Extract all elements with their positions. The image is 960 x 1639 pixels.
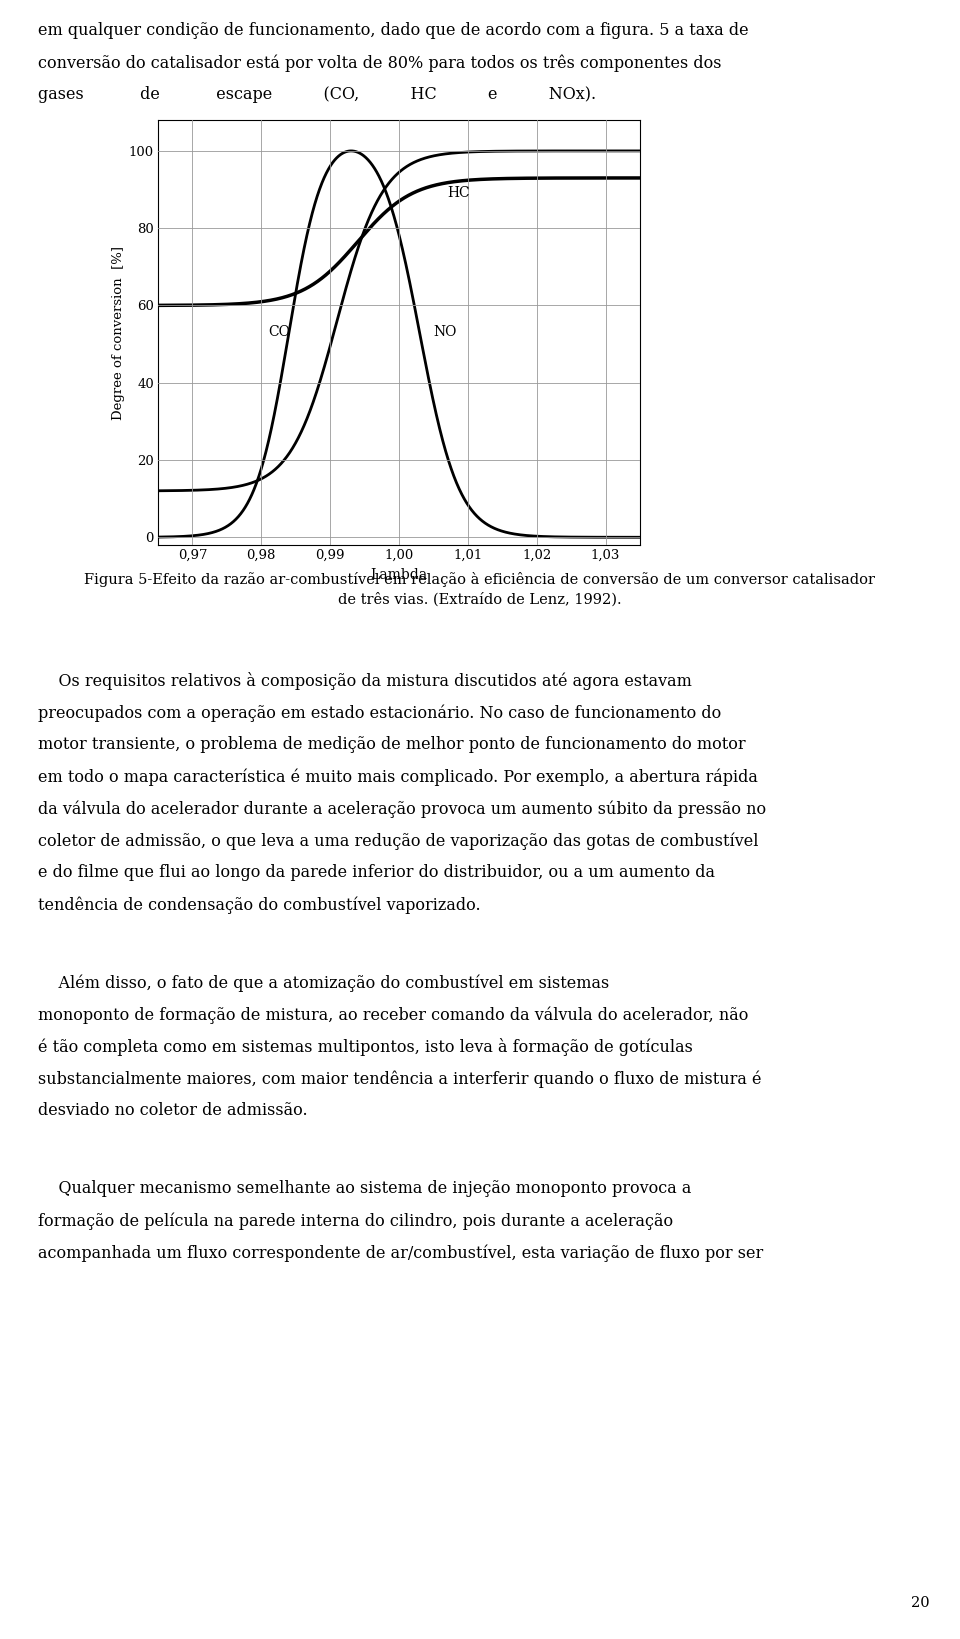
Text: monoponto de formação de mistura, ao receber comando da válvula do acelerador, n: monoponto de formação de mistura, ao rec… bbox=[38, 1006, 749, 1023]
Text: em qualquer condição de funcionamento, dado que de acordo com a figura. 5 a taxa: em qualquer condição de funcionamento, d… bbox=[38, 21, 749, 39]
Text: e do filme que flui ao longo da parede inferior do distribuidor, ou a um aumento: e do filme que flui ao longo da parede i… bbox=[38, 864, 715, 882]
Text: CO: CO bbox=[268, 326, 290, 339]
Y-axis label: Degree of conversion  [%]: Degree of conversion [%] bbox=[111, 246, 125, 420]
Text: NO: NO bbox=[433, 326, 457, 339]
Text: formação de película na parede interna do cilindro, pois durante a aceleração: formação de película na parede interna d… bbox=[38, 1211, 673, 1229]
Text: da válvula do acelerador durante a aceleração provoca um aumento súbito da press: da válvula do acelerador durante a acele… bbox=[38, 800, 766, 818]
X-axis label: Lambda: Lambda bbox=[371, 567, 427, 582]
Text: 20: 20 bbox=[911, 1596, 930, 1609]
Text: substancialmente maiores, com maior tendência a interferir quando o fluxo de mis: substancialmente maiores, com maior tend… bbox=[38, 1070, 761, 1088]
Text: Além disso, o fato de que a atomização do combustível em sistemas: Além disso, o fato de que a atomização d… bbox=[38, 974, 610, 992]
Text: preocupados com a operação em estado estacionário. No caso de funcionamento do: preocupados com a operação em estado est… bbox=[38, 705, 721, 721]
Text: Os requisitos relativos à composição da mistura discutidos até agora estavam: Os requisitos relativos à composição da … bbox=[38, 672, 692, 690]
Text: gases           de           escape          (CO,          HC          e        : gases de escape (CO, HC e bbox=[38, 85, 596, 103]
Text: HC: HC bbox=[447, 187, 469, 200]
Text: é tão completa como em sistemas multipontos, isto leva à formação de gotículas: é tão completa como em sistemas multipon… bbox=[38, 1037, 693, 1056]
Text: Qualquer mecanismo semelhante ao sistema de injeção monoponto provoca a: Qualquer mecanismo semelhante ao sistema… bbox=[38, 1180, 691, 1196]
Text: conversão do catalisador está por volta de 80% para todos os três componentes do: conversão do catalisador está por volta … bbox=[38, 54, 722, 72]
Text: de três vias. (Extraído de Lenz, 1992).: de três vias. (Extraído de Lenz, 1992). bbox=[338, 592, 622, 606]
Text: desviado no coletor de admissão.: desviado no coletor de admissão. bbox=[38, 1101, 307, 1119]
Text: em todo o mapa característica é muito mais complicado. Por exemplo, a abertura r: em todo o mapa característica é muito ma… bbox=[38, 769, 757, 785]
Text: Figura 5-Efeito da razão ar-combustível em relação à eficiência de conversão de : Figura 5-Efeito da razão ar-combustível … bbox=[84, 572, 876, 587]
Text: motor transiente, o problema de medição de melhor ponto de funcionamento do moto: motor transiente, o problema de medição … bbox=[38, 736, 746, 752]
Text: coletor de admissão, o que leva a uma redução de vaporização das gotas de combus: coletor de admissão, o que leva a uma re… bbox=[38, 833, 758, 849]
Text: acompanhada um fluxo correspondente de ar/combustível, esta variação de fluxo po: acompanhada um fluxo correspondente de a… bbox=[38, 1244, 763, 1262]
Text: tendência de condensação do combustível vaporizado.: tendência de condensação do combustível … bbox=[38, 897, 481, 913]
